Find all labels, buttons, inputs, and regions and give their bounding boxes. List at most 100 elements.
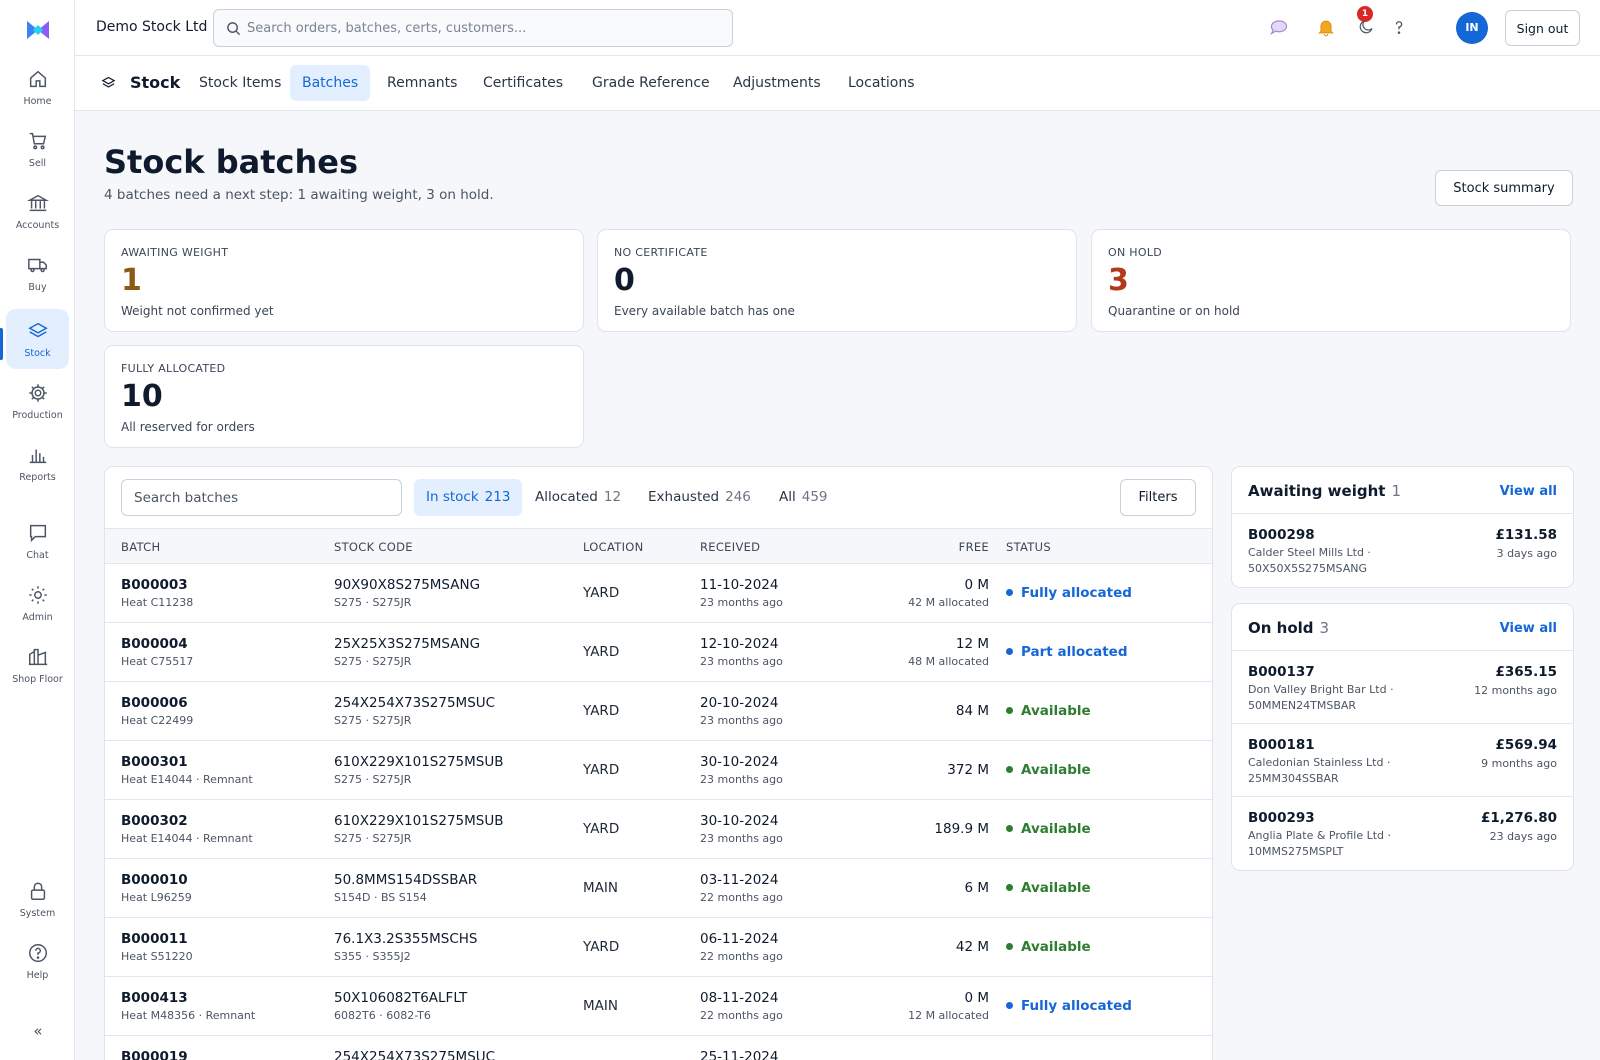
column-header-free[interactable]: FREE (958, 540, 989, 554)
bell-icon[interactable] (1316, 17, 1336, 37)
rail-item-stock[interactable]: Stock (6, 309, 69, 369)
sign-out-button[interactable]: Sign out (1505, 10, 1580, 46)
rail-item-admin[interactable]: Admin (6, 573, 69, 633)
global-search[interactable] (213, 9, 733, 47)
table-row[interactable]: B000301 Heat E14044 · Remnant 610X229X101S… (105, 741, 1212, 800)
tab-certificates[interactable]: Certificates (483, 75, 564, 91)
table-row[interactable]: B000004 Heat C75517 25X25X3S275MSANG S275 ·… (105, 623, 1212, 682)
rail-item-production[interactable]: Production (6, 371, 69, 431)
column-header-stock-code[interactable]: STOCK CODE (334, 540, 413, 554)
table-row[interactable]: B000006 Heat C22499 254X254X73S275MSUC S275… (105, 682, 1212, 741)
filter-tab-exhausted[interactable]: Exhausted 246 (636, 479, 763, 516)
list-item-batch: B000293 (1248, 810, 1315, 826)
stock-grade: S355 · S355J2 (334, 950, 411, 963)
batch-number[interactable]: B000006 (121, 695, 188, 711)
table-row[interactable]: B000302 Heat E14044 · Remnant 610X229X101S… (105, 800, 1212, 859)
rail-item-system[interactable]: System (6, 869, 69, 929)
chat-icon (29, 524, 46, 542)
kpi-card-awaiting-weight[interactable]: AWAITING WEIGHT 1 Weight not confirmed y… (104, 229, 584, 332)
allocated-quantity: 12 M allocated (908, 1009, 989, 1022)
batch-number[interactable]: B000019 (121, 1049, 188, 1060)
table-header: BATCH STOCK CODE LOCATION RECEIVED FREE … (105, 528, 1212, 564)
list-item[interactable]: B000298 Calder Steel Mills Ltd · 50X50X5S… (1232, 514, 1573, 587)
chat-bubble-icon[interactable] (1269, 17, 1289, 37)
app-logo-icon[interactable] (25, 18, 51, 42)
stock-code-cell: 254X254X73S275MSUC (334, 1049, 495, 1060)
status-dot-icon (1006, 884, 1013, 891)
table-row[interactable]: B000003 Heat C11238 90X90X8S275MSANG S275 ·… (105, 564, 1212, 623)
batch-number[interactable]: B000301 (121, 754, 188, 770)
status-label: Available (1021, 703, 1091, 719)
global-search-input[interactable] (247, 10, 717, 46)
table-row[interactable]: B000019 254X254X73S275MSUC 25-11-2024 (105, 1036, 1212, 1060)
stock-grade: S275 · S275JR (334, 773, 412, 786)
status-dot-icon (1006, 1002, 1013, 1009)
status-label: Available (1021, 821, 1091, 837)
stock-summary-button[interactable]: Stock summary (1435, 170, 1573, 206)
table-row[interactable]: B000011 Heat S51220 76.1X3.2S355MSCHS S355 … (105, 918, 1212, 977)
rail-item-help[interactable]: Help (6, 931, 69, 991)
list-item-amount: £131.58 (1495, 527, 1558, 543)
kpi-card-on-hold[interactable]: ON HOLD 3 Quarantine or on hold (1091, 229, 1571, 332)
column-header-received[interactable]: RECEIVED (700, 540, 761, 554)
rail-item-shop-floor[interactable]: Shop Floor (6, 635, 69, 695)
batch-number[interactable]: B000413 (121, 990, 188, 1006)
kpi-card-fully-allocated[interactable]: FULLY ALLOCATED 10 All reserved for orde… (104, 345, 584, 448)
rail-item-label: Shop Floor (12, 673, 63, 685)
rail-item-home[interactable]: Home (6, 57, 69, 117)
view-all-awaiting-weight-link[interactable]: View all (1499, 484, 1557, 499)
kpi-card-no-certificate[interactable]: NO CERTIFICATE 0 Every available batch h… (597, 229, 1077, 332)
rail-item-label: Buy (28, 281, 47, 293)
tab-stock-items[interactable]: Stock Items (199, 75, 282, 91)
filter-tab-all[interactable]: All 459 (767, 479, 840, 516)
batch-number[interactable]: B000302 (121, 813, 188, 829)
question-icon[interactable] (1390, 18, 1408, 36)
tab-locations[interactable]: Locations (848, 75, 915, 91)
tab-batches[interactable]: Batches (290, 65, 371, 101)
status-dot-icon (1006, 707, 1013, 714)
list-item[interactable]: B000293 Anglia Plate & Profile Ltd · 10MM… (1232, 797, 1573, 870)
list-item-description: Don Valley Bright Bar Ltd · 50MMEN24TMSB… (1248, 683, 1394, 712)
factory-icon (28, 648, 47, 665)
layers-icon (27, 322, 48, 337)
status-cell: Available (1006, 762, 1091, 778)
column-header-location[interactable]: LOCATION (583, 540, 644, 554)
search-icon (227, 22, 241, 36)
batch-number[interactable]: B000011 (121, 931, 188, 947)
view-all-on-hold-link[interactable]: View all (1499, 621, 1557, 636)
card-title: Awaiting weight 1 (1248, 482, 1401, 500)
batch-number[interactable]: B000010 (121, 872, 188, 888)
free-quantity: 372 M (947, 762, 989, 778)
rail-item-accounts[interactable]: Accounts (6, 181, 69, 241)
column-header-status[interactable]: STATUS (1006, 540, 1051, 554)
collapse-rail-button[interactable]: « (33, 1022, 43, 1040)
table-row[interactable]: B000010 Heat L96259 50.8MMS154DSSBAR S154D … (105, 859, 1212, 918)
table-row[interactable]: B000413 Heat M48356 · Remnant 50X106082T6A… (105, 977, 1212, 1036)
rail-item-sell[interactable]: Sell (6, 119, 69, 179)
tab-adjustments[interactable]: Adjustments (733, 75, 821, 91)
column-header-batch[interactable]: BATCH (121, 540, 161, 554)
stock-code: 25X25X3S275MSANG (334, 636, 481, 652)
batch-number[interactable]: B000004 (121, 636, 188, 652)
rail-item-buy[interactable]: Buy (6, 243, 69, 303)
rail-item-label: Help (26, 969, 49, 981)
list-item[interactable]: B000137 Don Valley Bright Bar Ltd · 50MME… (1232, 651, 1573, 724)
table-body: B000003 Heat C11238 90X90X8S275MSANG S275 ·… (105, 564, 1212, 1060)
rail-item-reports[interactable]: Reports (6, 433, 69, 493)
tab-remnants[interactable]: Remnants (387, 75, 458, 91)
status-cell: Available (1006, 880, 1091, 896)
user-avatar[interactable]: IN (1456, 12, 1488, 44)
rail-item-chat[interactable]: Chat (6, 511, 69, 571)
filter-tab-in-stock[interactable]: In stock 213 (414, 479, 523, 516)
batch-search-input[interactable] (121, 479, 402, 516)
moon-icon[interactable] (1357, 18, 1375, 36)
batch-heat: Heat C75517 (121, 655, 194, 668)
received-age: 22 months ago (700, 891, 783, 904)
tab-grade-reference[interactable]: Grade Reference (592, 75, 710, 91)
filter-tab-allocated[interactable]: Allocated 12 (523, 479, 633, 516)
batch-number[interactable]: B000003 (121, 577, 188, 593)
rail-item-label: Reports (19, 471, 56, 483)
filters-button[interactable]: Filters (1120, 479, 1196, 516)
stock-code: 90X90X8S275MSANG (334, 577, 481, 593)
list-item[interactable]: B000181 Caledonian Stainless Ltd · 25MM30… (1232, 724, 1573, 797)
